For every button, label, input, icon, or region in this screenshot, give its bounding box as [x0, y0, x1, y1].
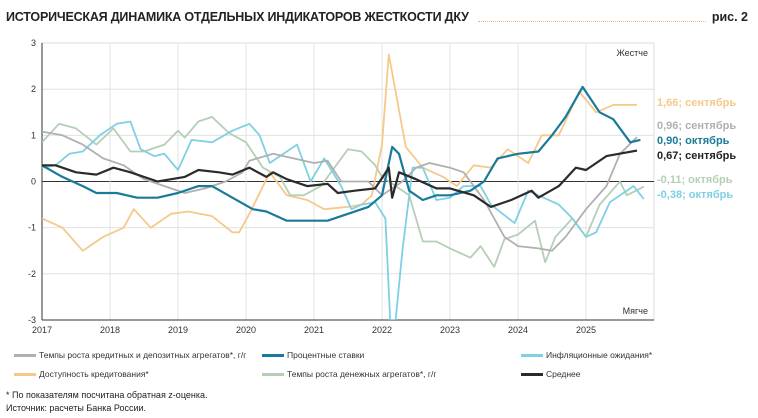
- legend-item: Темпы роста кредитных и депозитных агрег…: [14, 350, 246, 360]
- annotation-looser: Мягче: [623, 306, 648, 316]
- legend-item: Процентные ставки: [262, 350, 364, 360]
- legend-swatch: [14, 353, 36, 357]
- legend-item: Инфляционные ожидания*: [521, 350, 652, 360]
- annotation-tighter: Жестче: [616, 48, 648, 58]
- y-tick-label: 0: [31, 177, 36, 187]
- x-tick-label: 2017: [32, 325, 52, 335]
- x-tick-label: 2024: [508, 325, 528, 335]
- source-note: Источник: расчеты Банка России.: [6, 403, 147, 413]
- legend-label: Процентные ставки: [287, 350, 365, 360]
- y-tick-label: 1: [31, 130, 36, 140]
- y-tick-label: -3: [28, 315, 36, 325]
- series-end-label: 0,67; сентябрь: [657, 150, 737, 162]
- series-end-label: 1,66; сентябрь: [657, 97, 737, 109]
- series-line: [42, 85, 641, 222]
- legend-label: Инфляционные ожидания*: [546, 350, 653, 360]
- y-tick-label: -2: [28, 269, 36, 279]
- x-tick-label: 2021: [304, 325, 324, 335]
- series-line: [42, 149, 638, 208]
- series-line: [42, 116, 645, 268]
- legend-item: Доступность кредитования*: [14, 369, 149, 379]
- series-line: [42, 53, 637, 252]
- series-end-label: -0,11; октябрь: [657, 174, 733, 186]
- legend-swatch: [521, 372, 543, 376]
- legend-swatch: [521, 353, 543, 357]
- x-tick-label: 2025: [576, 325, 596, 335]
- legend-swatch: [262, 353, 284, 357]
- chart-title: ИСТОРИЧЕСКАЯ ДИНАМИКА ОТДЕЛЬНЫХ ИНДИКАТО…: [6, 10, 469, 24]
- legend-item: Темпы роста денежных агрегатов*, г/г: [262, 369, 436, 379]
- legend-swatch: [14, 372, 36, 376]
- legend-swatch: [262, 372, 284, 376]
- legend-label: Темпы роста кредитных и депозитных агрег…: [39, 350, 247, 360]
- series-end-label: 0,96; сентябрь: [657, 120, 737, 132]
- y-tick-label: -1: [28, 223, 36, 233]
- legend-item: Среднее: [521, 369, 581, 379]
- y-tick-label: 2: [31, 84, 36, 94]
- x-tick-label: 2022: [372, 325, 392, 335]
- series-end-label: -0,38; октябрь: [657, 189, 734, 201]
- figure-label: рис. 2: [711, 10, 748, 24]
- x-tick-label: 2018: [100, 325, 120, 335]
- footnote: * По показателям посчитана обратная z-оц…: [6, 390, 208, 400]
- series-end-label: 0,90; октябрь: [657, 135, 730, 147]
- legend-label: Доступность кредитования*: [39, 369, 149, 379]
- x-tick-label: 2020: [236, 325, 256, 335]
- legend-label: Темпы роста денежных агрегатов*, г/г: [287, 369, 437, 379]
- x-tick-label: 2023: [440, 325, 460, 335]
- legend-label: Среднее: [546, 369, 581, 379]
- series-line: [42, 130, 638, 252]
- x-tick-label: 2019: [168, 325, 188, 335]
- title-divider: [478, 21, 706, 22]
- y-tick-label: 3: [31, 38, 36, 48]
